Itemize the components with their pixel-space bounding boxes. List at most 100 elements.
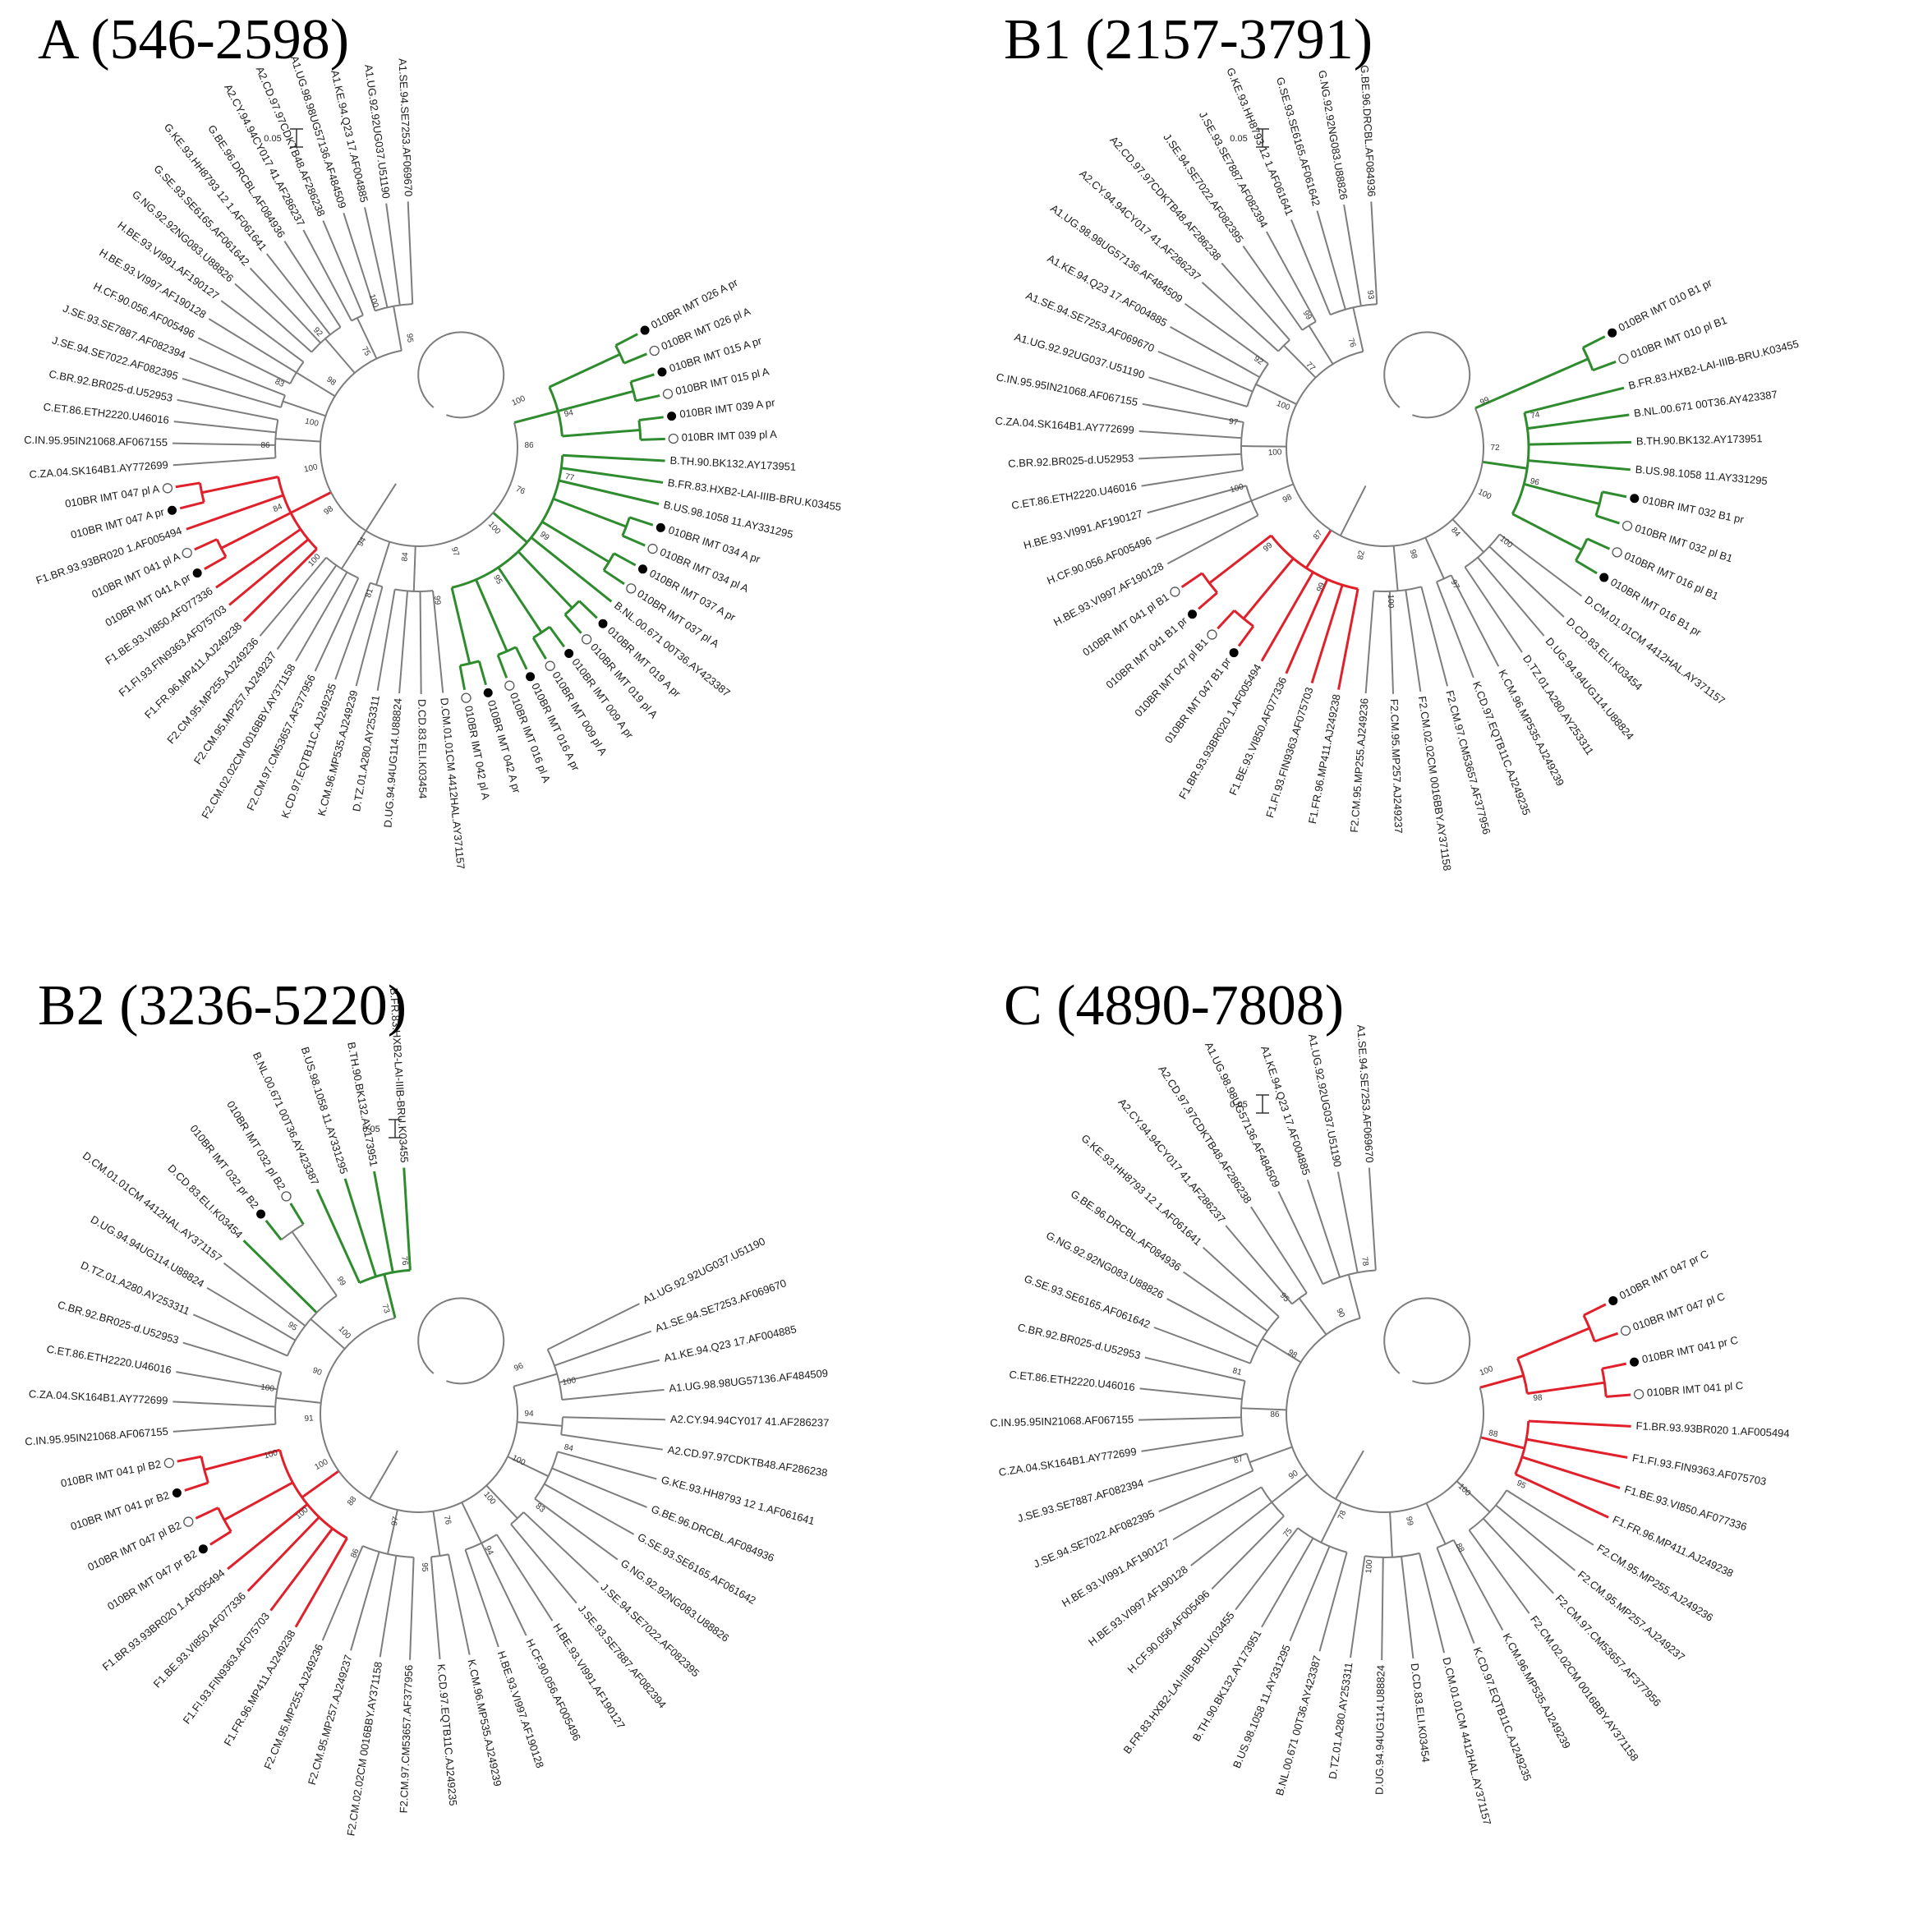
leaf-label: J.SE.94.SE7022.AF082395 (598, 1580, 702, 1679)
bootstrap-value: 84 (564, 1442, 575, 1453)
bootstrap-value: 95 (491, 573, 504, 586)
pair-stem (1516, 1327, 1590, 1359)
provirus-marker-icon (598, 619, 608, 628)
pair-stem (1527, 1381, 1605, 1395)
bootstrap-value: 81 (1231, 1366, 1243, 1378)
leaf-branch (177, 398, 278, 421)
group-stem (1320, 1502, 1342, 1543)
leaf-branch (1318, 1552, 1348, 1652)
leaf-branch (562, 453, 665, 462)
leaf-branch (564, 614, 582, 634)
group-stem (1451, 518, 1484, 553)
leaf-label: F2.CM.95.MP257.AJ249237 (1576, 1568, 1687, 1663)
pair-stem (549, 352, 621, 389)
leaf-branch (1527, 413, 1630, 430)
leaf-branch (173, 421, 277, 434)
leaf-branch (1142, 402, 1244, 423)
leaf-label: D.UG.94.94UG114.U88824 (1373, 1665, 1387, 1795)
pair-stem (1242, 557, 1295, 620)
leaf-branch (264, 1219, 283, 1241)
leaf-branch (407, 201, 414, 305)
leaf-branch (223, 1262, 306, 1327)
leaf-branch (562, 1416, 665, 1421)
group-stem (375, 541, 391, 586)
bootstrap-value: 100 (1479, 1364, 1495, 1378)
bootstrap-value: 76 (399, 1256, 409, 1267)
leaf-branch (578, 600, 598, 619)
bootstrap-value: 94 (356, 536, 368, 549)
group-arc (560, 1417, 564, 1435)
panel-b1: 010BR IMT 010 B1 pr 010BR IMT 010 pl B1 B.… (966, 0, 1932, 966)
leaf-label: F1.BR.93.93BR020 1.AF005494 (1176, 662, 1264, 802)
leaf-label: 010BR IMT 039 pl A (681, 428, 777, 444)
panel-title-b1: B1 (2157-3791) (1004, 8, 1373, 71)
bootstrap-value: 99 (335, 1275, 347, 1288)
pair-stem (450, 587, 472, 665)
leaf-label: 010BR IMT 041 pr B2 (69, 1488, 171, 1532)
leaf-branch (182, 1341, 282, 1373)
group-stem (513, 410, 559, 424)
bootstrap-value: 91 (304, 1414, 314, 1424)
leaf-label: J.SE.94.SE7022.AF082395 (1161, 131, 1246, 246)
leaf-branch (1242, 245, 1304, 331)
leaf-branch (1235, 1527, 1299, 1611)
bootstrap-value: 98 (324, 375, 338, 388)
leaf-branch (1524, 386, 1625, 414)
leaf-branch (402, 1167, 412, 1271)
bootstrap-value: 81 (364, 587, 375, 599)
group-stem (324, 338, 356, 374)
leaf-label: J.SE.93.SE7887.AF082394 (576, 1603, 669, 1711)
bootstrap-value: 98 (322, 504, 335, 518)
bootstrap-value: 94 (483, 1544, 495, 1557)
group-arc (362, 1545, 414, 1558)
bootstrap-value: 75 (1281, 1526, 1295, 1539)
leaf-branch (1464, 566, 1523, 653)
leaf-label: 010BR IMT 047 pl C (1631, 1290, 1727, 1332)
leaf-branch (343, 1178, 377, 1277)
bootstrap-value: 97 (449, 546, 461, 558)
leaf-branch (557, 1451, 657, 1480)
leaf-label: D.UG.94.94UG114.U88824 (381, 697, 404, 828)
leaf-branch (1265, 231, 1317, 323)
leaf-branch (294, 1537, 348, 1628)
group-arc (546, 1349, 564, 1401)
pair-stem (475, 579, 508, 652)
leaf-branch (1141, 469, 1244, 487)
group-stem (1389, 1511, 1393, 1557)
group-arc (1291, 1292, 1308, 1305)
leaf-branch (1595, 514, 1620, 525)
leaf-label: A1.UG.98.98UG57136.AF484509 (669, 1367, 829, 1395)
leaf-branch (1499, 533, 1583, 597)
pair-stem (1208, 534, 1272, 585)
panel-title-c: C (4890-7808) (1004, 974, 1345, 1037)
group-stem (1240, 445, 1287, 448)
leaf-branch (1337, 588, 1359, 690)
leaf-label: C.IN.95.95IN21068.AF067155 (25, 1425, 169, 1448)
plasma-marker-icon (281, 1191, 292, 1202)
bootstrap-value: 100 (336, 1325, 352, 1341)
bootstrap-value: 92 (311, 326, 324, 339)
plasma-marker-icon (1618, 353, 1629, 364)
group-stem (341, 530, 367, 570)
pair-stem (1511, 513, 1583, 551)
bootstrap-value: 72 (1490, 444, 1500, 453)
leaf-branch (1495, 1504, 1576, 1571)
group-arc (359, 1268, 411, 1285)
bootstrap-value: 100 (1229, 482, 1245, 494)
leaf-branch (1435, 581, 1474, 678)
pair-stem (291, 1230, 338, 1297)
leaf-branch (259, 557, 327, 637)
leaf-label: 010BR IMT 041 pl B2 (60, 1458, 163, 1490)
leaf-label: F1.BR.93.93BR020 1.AF005494 (100, 1566, 228, 1673)
leaf-branch (197, 337, 291, 384)
group-stem (1241, 1407, 1287, 1411)
bootstrap-value: 73 (380, 1303, 391, 1314)
leaf-branch (1316, 210, 1346, 310)
leaf-label: C.ET.86.ETH2220.U46016 (46, 1343, 172, 1377)
leaf-branch (481, 1543, 527, 1636)
leaf-branch (1141, 1434, 1244, 1452)
leaf-branch (1225, 1225, 1293, 1305)
leaf-branch (206, 1286, 297, 1341)
group-stem (1352, 307, 1364, 352)
